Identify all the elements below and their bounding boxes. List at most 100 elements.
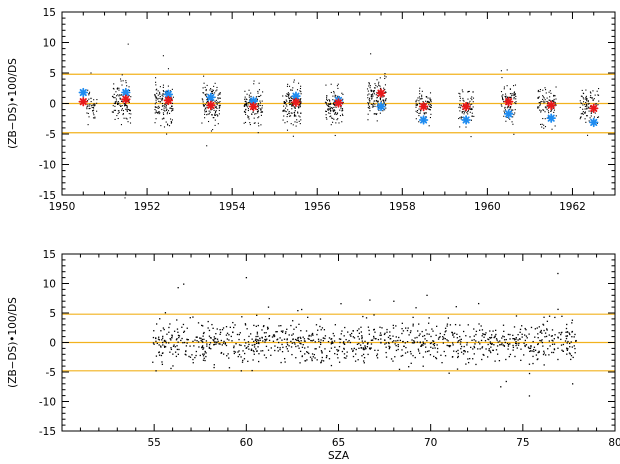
data-point [208, 346, 211, 349]
data-point [247, 104, 249, 106]
data-point [367, 353, 369, 356]
data-point [506, 69, 508, 71]
data-point [503, 336, 505, 338]
data-point [292, 124, 294, 126]
data-point [257, 110, 259, 112]
data-point [369, 101, 371, 103]
data-point [410, 330, 412, 332]
data-point [253, 117, 255, 119]
data-point [243, 105, 245, 107]
data-point [329, 108, 331, 110]
data-point [509, 333, 511, 336]
data-point [205, 340, 208, 342]
data-point [283, 105, 285, 107]
data-point [299, 362, 301, 364]
data-point [418, 112, 420, 114]
data-point [459, 97, 461, 99]
data-point [456, 333, 458, 335]
data-point [300, 112, 302, 114]
data-point [573, 345, 575, 347]
data-point [503, 115, 505, 117]
data-point [546, 320, 549, 322]
data-point [432, 330, 434, 332]
data-point [273, 335, 275, 338]
data-point [524, 327, 526, 330]
data-point [294, 110, 296, 112]
data-point [157, 98, 159, 100]
data-point [389, 331, 391, 333]
data-point [553, 100, 555, 102]
data-point [113, 97, 115, 99]
data-point [155, 337, 157, 339]
data-point [473, 346, 476, 349]
data-point [93, 103, 95, 105]
data-point [154, 106, 156, 108]
data-point [397, 339, 399, 342]
data-point [457, 340, 460, 342]
data-point [543, 127, 545, 129]
data-point [218, 105, 220, 107]
data-point [264, 341, 266, 343]
data-point [419, 93, 421, 95]
data-point [488, 348, 490, 350]
data-point [415, 104, 417, 106]
data-point [213, 366, 215, 369]
data-point [188, 355, 190, 358]
data-point [395, 325, 397, 327]
data-point [162, 341, 164, 344]
data-point [584, 108, 586, 110]
data-point [341, 108, 344, 110]
data-point [332, 121, 334, 123]
data-point [320, 362, 322, 364]
data-point [506, 342, 509, 345]
data-point [254, 122, 256, 124]
data-point [248, 118, 250, 120]
data-point [289, 100, 291, 102]
data-point [331, 338, 333, 340]
data-point [163, 340, 166, 342]
data-point [495, 349, 498, 351]
data-point [586, 103, 588, 105]
data-point [322, 337, 325, 339]
data-point [225, 334, 228, 336]
data-point [404, 342, 406, 344]
data-point [428, 350, 430, 352]
data-point [360, 331, 363, 333]
data-point [513, 98, 515, 100]
data-point [222, 342, 225, 344]
data-point [161, 361, 163, 363]
data-point [300, 85, 302, 87]
data-point [215, 343, 217, 345]
data-point [162, 86, 164, 88]
data-point [501, 77, 503, 79]
data-point [288, 115, 291, 117]
data-point [428, 102, 431, 104]
data-point [314, 341, 316, 343]
data-point [462, 330, 465, 333]
data-point [202, 348, 204, 350]
y-tick-label: 15 [43, 7, 56, 19]
data-point [209, 337, 212, 339]
data-point [505, 380, 507, 383]
data-point [432, 347, 434, 349]
data-point [338, 338, 341, 340]
data-point [473, 335, 475, 337]
data-point [385, 351, 387, 354]
data-point [571, 346, 573, 348]
data-point [471, 99, 473, 101]
data-point [544, 332, 547, 334]
data-point [327, 105, 329, 108]
data-point [156, 342, 158, 345]
data-point [501, 342, 503, 344]
data-point [311, 332, 314, 335]
data-point [207, 327, 209, 329]
data-point [319, 341, 322, 344]
data-point [529, 347, 532, 350]
data-point [201, 346, 204, 348]
data-point [127, 121, 129, 123]
data-point [129, 110, 131, 112]
data-point [156, 97, 158, 99]
data-point [436, 347, 439, 350]
data-point [455, 306, 457, 308]
data-point [196, 340, 198, 342]
